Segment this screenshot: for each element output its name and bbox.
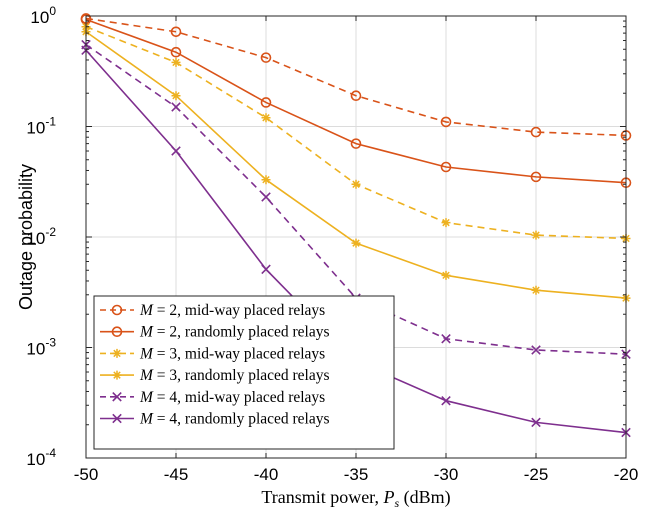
data-point — [441, 395, 451, 406]
legend-label: M = 3, randomly placed relays — [139, 367, 330, 384]
x-tick-label: -30 — [434, 465, 459, 484]
axis-ticks — [85, 15, 627, 459]
legend-entry: M = 4, mid-way placed relays — [100, 389, 325, 406]
legend-label: M = 4, mid-way placed relays — [139, 389, 325, 406]
data-point — [441, 333, 451, 344]
legend-entry: M = 2, randomly placed relays — [100, 324, 330, 341]
data-point — [350, 90, 362, 101]
y-axis-title: Outage probability — [16, 164, 36, 310]
x-axis-title: Transmit power, Ps (dBm) — [261, 487, 450, 510]
series-2 — [80, 14, 632, 189]
legend-marker — [112, 348, 122, 358]
data-point — [171, 91, 181, 101]
x-tick-labels: -50 -45 -40 -35 -30 -25 -20 — [74, 465, 639, 484]
data-point — [171, 146, 181, 156]
y-tick-label: 10-2 — [26, 225, 56, 248]
data-point — [531, 230, 541, 240]
data-point — [440, 116, 452, 128]
legend-marker — [111, 304, 123, 316]
data-point — [171, 102, 181, 112]
series-line — [85, 18, 627, 184]
x-tick-label: -50 — [74, 465, 99, 484]
data-point — [260, 52, 272, 63]
y-tick-label: 100 — [30, 4, 56, 27]
data-point — [441, 218, 451, 228]
x-tick-label: -20 — [614, 465, 639, 484]
legend-entry: M = 3, randomly placed relays — [100, 367, 330, 384]
y-tick-label: 10-1 — [26, 115, 56, 138]
data-point — [261, 113, 271, 123]
x-tick-label: -35 — [344, 465, 369, 484]
data-point — [351, 238, 361, 248]
data-point — [261, 192, 271, 202]
data-point — [261, 264, 271, 275]
data-point — [260, 97, 272, 108]
x-tick-label: -45 — [164, 465, 189, 484]
data-point — [171, 57, 181, 67]
legend-marker — [112, 392, 122, 402]
legend-entry: M = 2, mid-way placed relays — [100, 302, 325, 319]
y-tick-label: 10-3 — [26, 336, 56, 359]
y-tick-label: 10-4 — [26, 446, 56, 469]
data-point — [170, 46, 182, 58]
legend: M = 2, mid-way placed relays M = 2, rando… — [93, 295, 395, 450]
legend-label: M = 4, randomly placed relays — [139, 411, 330, 428]
legend-label: M = 2, randomly placed relays — [139, 324, 330, 341]
legend-label: M = 3, mid-way placed relays — [139, 345, 325, 362]
legend-marker — [112, 370, 122, 380]
data-point — [531, 417, 541, 428]
y-tick-labels: 100 10-1 10-2 10-3 10-4 — [26, 4, 56, 469]
data-point — [170, 26, 182, 38]
legend-marker — [112, 413, 122, 424]
series-line — [85, 17, 627, 137]
legend-entry: M = 4, randomly placed relays — [100, 411, 330, 428]
data-point — [440, 161, 452, 173]
x-tick-label: -40 — [254, 465, 279, 484]
data-point — [351, 179, 361, 189]
data-point — [261, 175, 271, 185]
data-point — [441, 270, 451, 280]
x-tick-label: -25 — [524, 465, 549, 484]
legend-box — [93, 295, 395, 450]
series-4 — [81, 27, 631, 303]
data-point — [530, 126, 542, 138]
data-point — [530, 171, 542, 183]
legend-marker — [111, 326, 123, 338]
legend-entry: M = 3, mid-way placed relays — [100, 345, 325, 362]
data-point — [531, 285, 541, 295]
data-point — [531, 345, 541, 355]
legend-label: M = 2, mid-way placed relays — [139, 302, 325, 319]
data-point — [350, 138, 362, 149]
